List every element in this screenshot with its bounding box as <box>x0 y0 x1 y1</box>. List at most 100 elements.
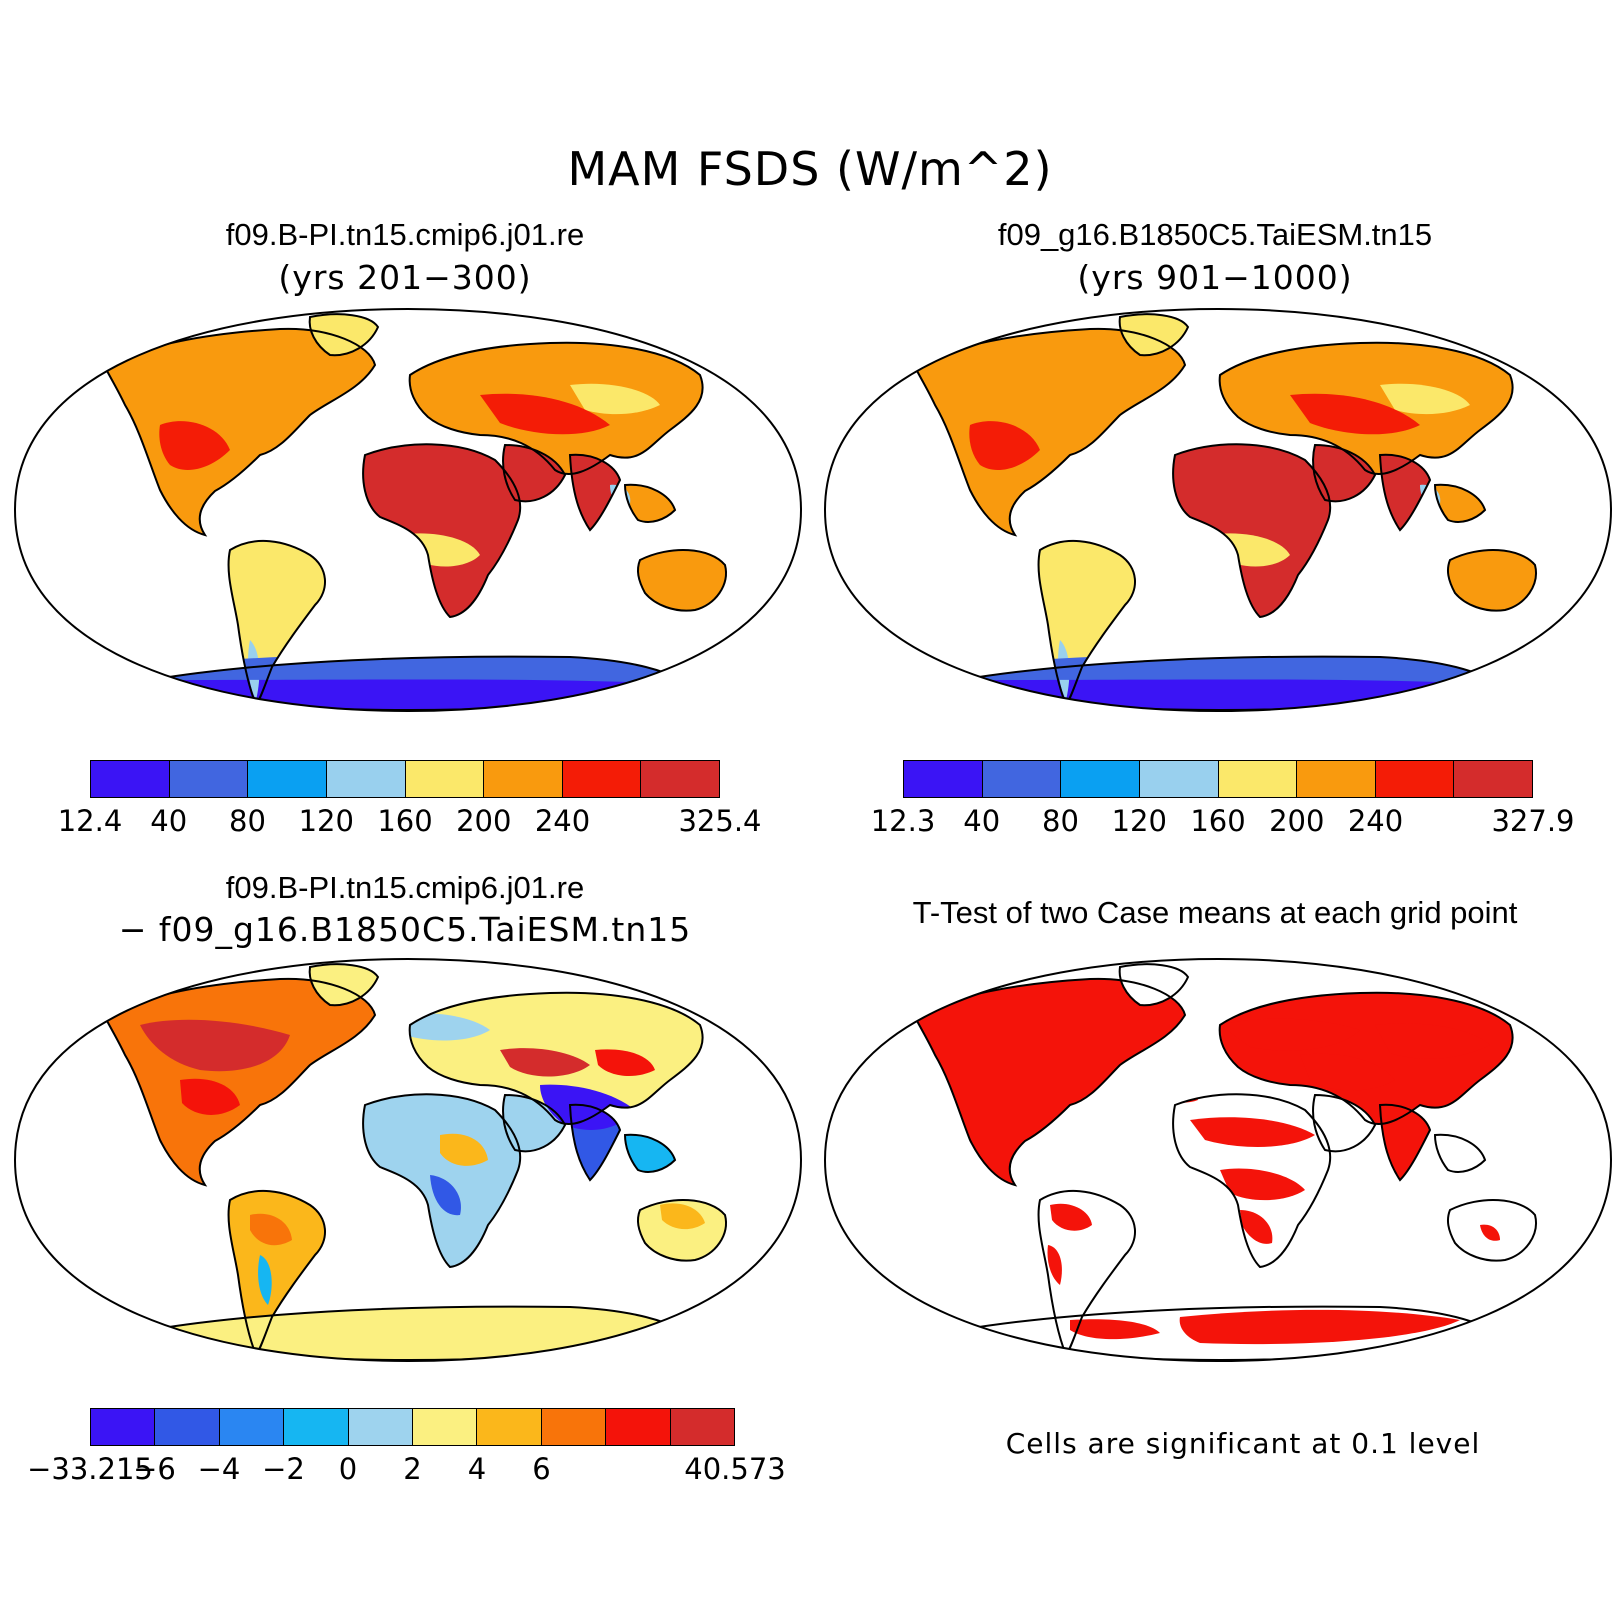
map-case1-mean <box>13 307 803 713</box>
colorbar-tl-tick-1: 40 <box>150 804 188 838</box>
colorbar-tl-swatch-1 <box>169 761 249 797</box>
field-patch <box>258 1255 272 1305</box>
coastline <box>103 327 377 537</box>
region-india <box>1380 454 1430 530</box>
colorbar-tr-swatch-7 <box>1454 761 1532 797</box>
region-aus <box>637 1199 726 1261</box>
map-boundary <box>823 307 1613 713</box>
colorbar-tr <box>903 760 1533 798</box>
colorbar-bl-tick-6: 4 <box>467 1452 487 1486</box>
region-sea <box>1435 484 1485 522</box>
coastline <box>227 1189 327 1357</box>
colorbar-tr-swatch-4 <box>1218 761 1298 797</box>
field-patch <box>1070 1319 1160 1340</box>
colorbar-tr-swatch-5 <box>1297 761 1376 797</box>
panel-bl-subtitle: − f09_g16.B1850C5.TaiESM.tn15 <box>118 910 692 949</box>
colorbar-bl-tick-1: −6 <box>133 1452 176 1486</box>
coastline <box>1312 443 1377 503</box>
colorbar-bl-swatch-9 <box>670 1409 735 1445</box>
map-boundary <box>823 957 1613 1363</box>
colorbar-tr-tick-3: 120 <box>1111 804 1167 838</box>
region-arab <box>1313 1095 1375 1152</box>
field-patch <box>969 421 1040 470</box>
coastline <box>913 327 1187 537</box>
coastline <box>1118 963 1190 1007</box>
region-green <box>309 964 378 1006</box>
significance-footnote: Cells are significant at 0.1 level <box>1005 1427 1481 1460</box>
region-na <box>105 978 375 1185</box>
region-sea <box>625 484 675 522</box>
colorbar-tr-swatch-3 <box>1139 761 1219 797</box>
colorbar-tl <box>90 760 720 798</box>
region-arab <box>503 445 565 502</box>
coastline <box>636 549 727 612</box>
colorbar-tl-tick-3: 120 <box>298 804 354 838</box>
region-sea <box>1435 1134 1485 1172</box>
colorbar-bl-swatch-5 <box>413 1409 478 1445</box>
coastline <box>1037 1189 1137 1357</box>
coastline <box>308 963 380 1007</box>
coastline <box>1433 483 1487 523</box>
colorbar-bl-swatch-2 <box>219 1409 285 1445</box>
colorbar-tr-swatch-1 <box>982 761 1062 797</box>
colorbar-tr-tick-2: 80 <box>1042 804 1079 838</box>
colorbar-bl <box>90 1408 735 1446</box>
colorbar-tr-tick-1: 40 <box>963 804 1001 838</box>
field-patch <box>180 1078 240 1115</box>
coastline <box>362 1093 522 1269</box>
colorbar-bl-tick-0: −33.215 <box>27 1452 153 1486</box>
panel-tr-title: f09_g16.B1850C5.TaiESM.tn15 <box>997 217 1433 252</box>
coastline <box>408 991 704 1125</box>
coastline <box>1312 1093 1377 1153</box>
colorbar-tl-swatch-7 <box>641 761 719 797</box>
region-na <box>105 328 375 535</box>
colorbar-bl-tick-5: 2 <box>403 1452 422 1486</box>
colorbar-tl-tick-7: 325.4 <box>678 804 762 838</box>
field-patch <box>1220 1018 1360 1051</box>
region-green <box>309 314 378 356</box>
colorbar-tr-tick-4: 160 <box>1190 804 1246 838</box>
panel-tr-subtitle: (yrs 901−1000) <box>1077 258 1353 297</box>
colorbar-tl-tick-5: 200 <box>456 804 512 838</box>
map-ttest-significance <box>823 957 1613 1363</box>
field-patch <box>1240 1210 1273 1244</box>
colorbar-tl-tick-4: 160 <box>377 804 433 838</box>
colorbar-tr-tick-6: 240 <box>1347 804 1404 838</box>
field-patch <box>1047 1245 1062 1285</box>
colorbar-tl-swatch-0 <box>91 761 170 797</box>
panel-tl-subtitle: (yrs 201−300) <box>278 258 532 297</box>
panel-bl-title: f09.B-PI.tn15.cmip6.j01.re <box>225 870 585 905</box>
coastline <box>913 977 1187 1187</box>
field-patch <box>1190 1117 1315 1147</box>
coastline <box>103 977 377 1187</box>
colorbar-tl-tick-6: 240 <box>534 804 591 838</box>
coastline <box>568 1103 622 1182</box>
coastline <box>1118 313 1190 357</box>
coastline <box>1446 549 1537 612</box>
colorbar-tr-tick-5: 200 <box>1269 804 1325 838</box>
coastline <box>502 443 567 503</box>
colorbar-tl-swatch-6 <box>562 761 642 797</box>
colorbar-bl-swatch-0 <box>91 1409 156 1445</box>
colorbar-bl-swatch-8 <box>606 1409 671 1445</box>
coastline <box>1378 453 1432 532</box>
field-patch <box>1220 1168 1305 1201</box>
colorbar-tl-tick-2: 80 <box>229 804 266 838</box>
panel-br-title: T-Test of two Case means at each grid po… <box>912 895 1518 930</box>
coastline <box>623 483 677 523</box>
colorbar-tr-swatch-2 <box>1061 761 1140 797</box>
coastline <box>1172 1093 1332 1269</box>
figure-title: MAM FSDS (W/m^2) <box>567 142 1053 196</box>
region-na <box>915 328 1185 535</box>
region-aus <box>637 549 726 611</box>
coastline <box>362 443 522 619</box>
coastline <box>623 1133 677 1173</box>
field-patch <box>540 1084 635 1130</box>
colorbar-bl-tick-3: −2 <box>262 1452 305 1486</box>
coastline <box>1218 341 1514 475</box>
field-patch <box>1480 1224 1500 1241</box>
colorbar-tr-swatch-6 <box>1375 761 1455 797</box>
colorbar-bl-swatch-7 <box>541 1409 607 1445</box>
region-india <box>1380 1104 1430 1180</box>
colorbar-bl-tick-2: −4 <box>197 1452 241 1486</box>
